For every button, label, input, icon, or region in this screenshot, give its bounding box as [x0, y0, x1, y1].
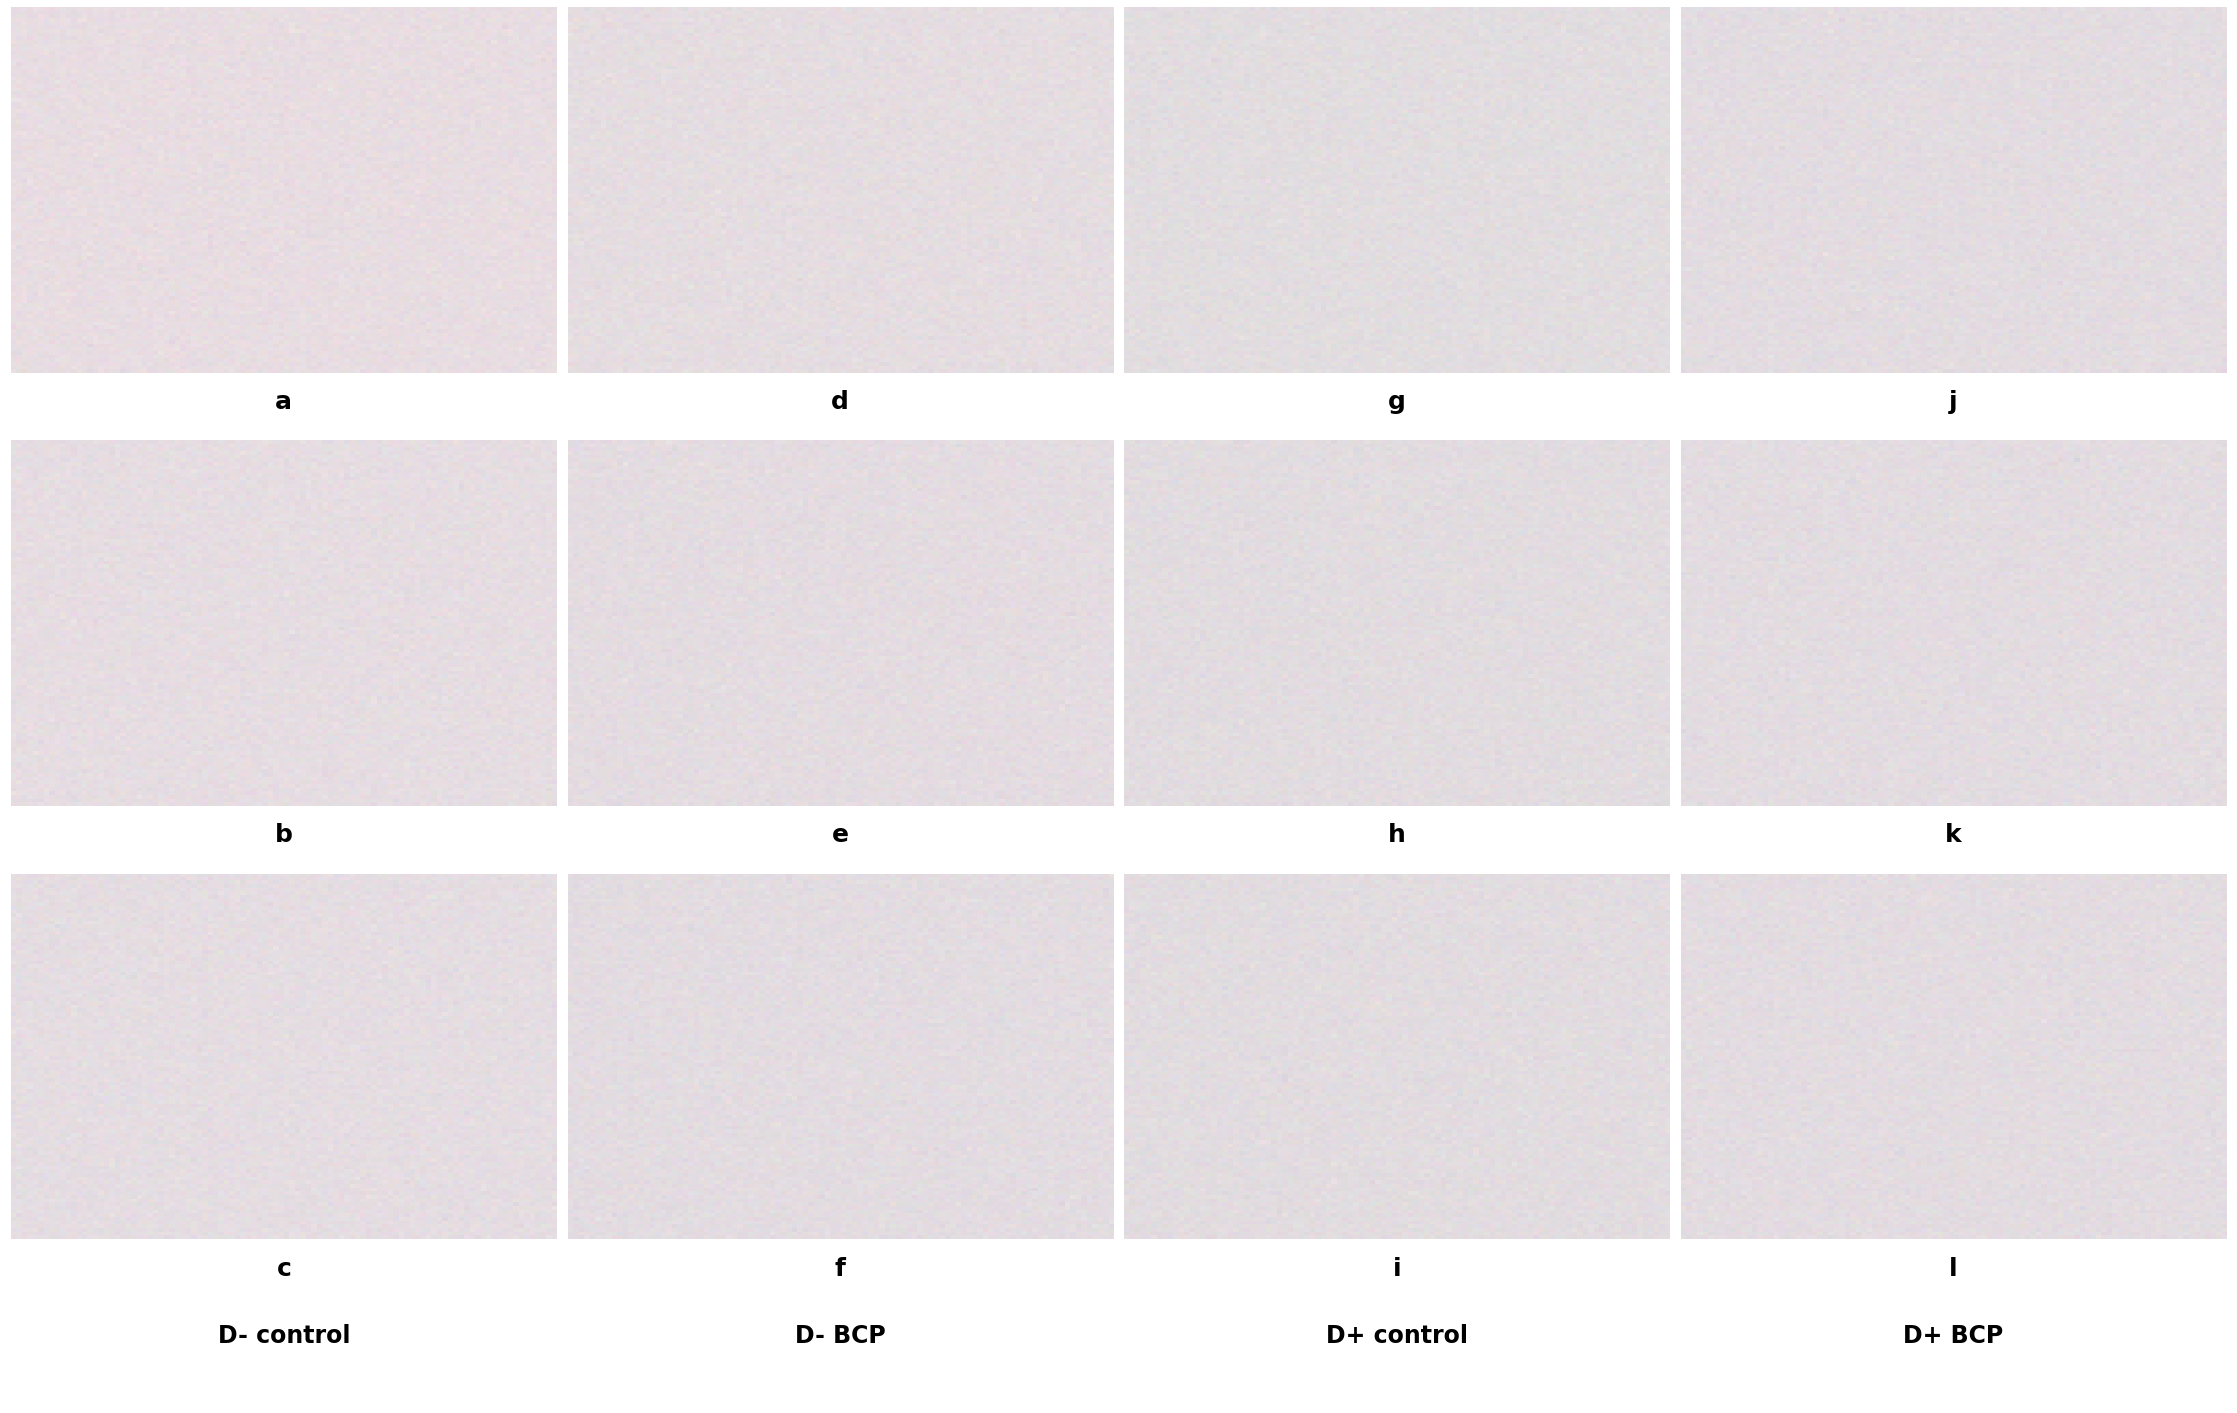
Text: k: k [1944, 824, 1962, 848]
Text: a: a [275, 390, 293, 414]
Text: D- control: D- control [217, 1324, 349, 1348]
Text: g: g [1387, 390, 1405, 414]
Text: h: h [1387, 824, 1405, 848]
Text: b: b [275, 824, 293, 848]
Text: D+ BCP: D+ BCP [1904, 1324, 2004, 1348]
Text: D- BCP: D- BCP [794, 1324, 886, 1348]
Text: f: f [834, 1256, 846, 1280]
Text: i: i [1391, 1256, 1400, 1280]
Text: j: j [1948, 390, 1957, 414]
Text: e: e [832, 824, 848, 848]
Text: D+ control: D+ control [1327, 1324, 1467, 1348]
Text: l: l [1948, 1256, 1957, 1280]
Text: d: d [832, 390, 850, 414]
Text: c: c [277, 1256, 291, 1280]
